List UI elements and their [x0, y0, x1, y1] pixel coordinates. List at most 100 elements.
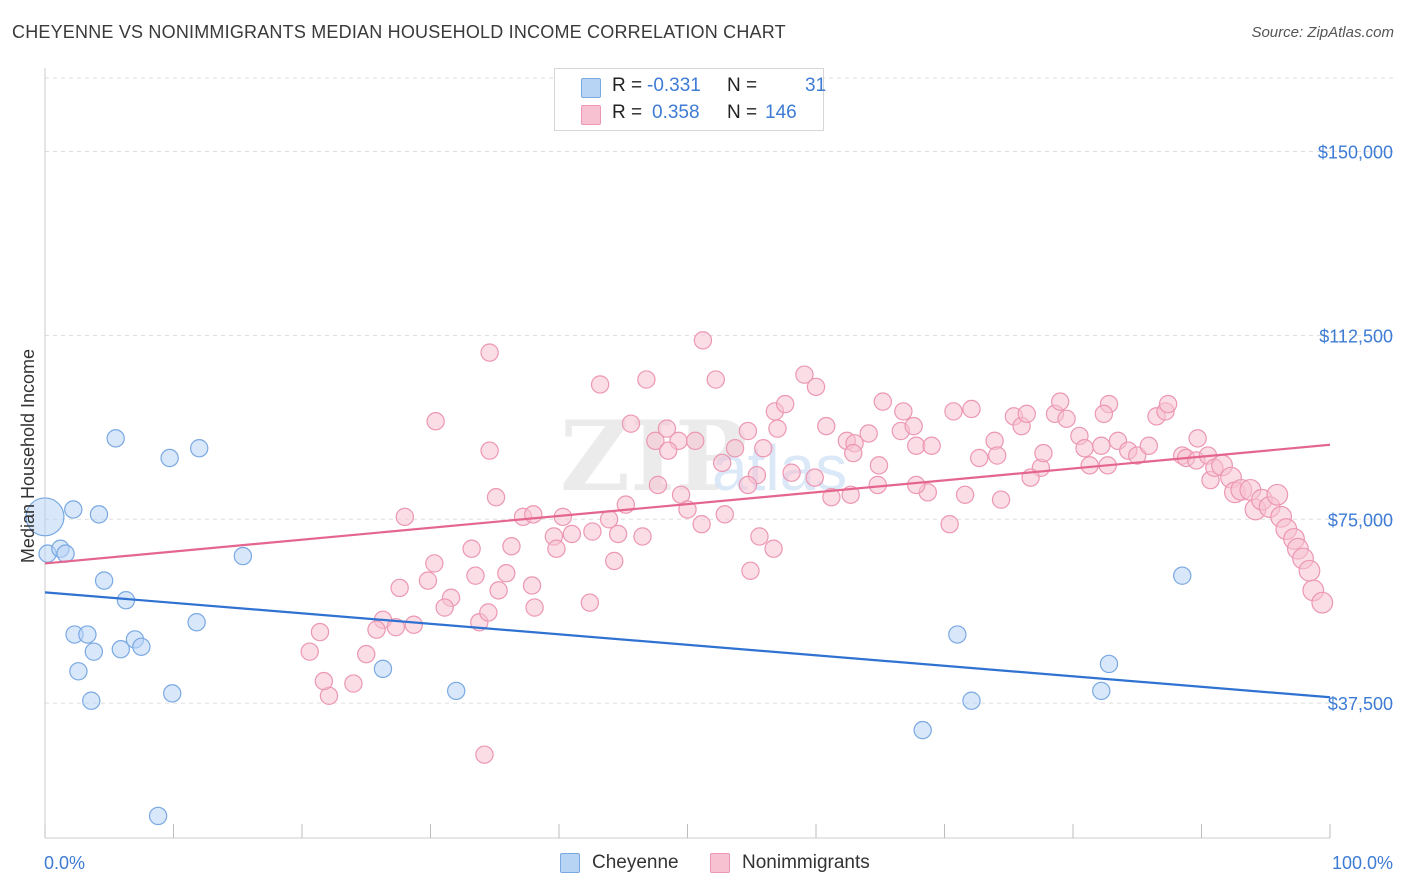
nonimmigrants-point	[907, 436, 926, 455]
nonimmigrants-point	[987, 446, 1007, 465]
nonimmigrants-point	[922, 436, 941, 455]
nonimmigrants-point	[1188, 429, 1207, 448]
nonimmigrants-point	[692, 514, 711, 534]
legend-label-cheyenne: Cheyenne	[592, 852, 679, 873]
y-tick-label: $75,000	[1328, 510, 1393, 530]
cheyenne-trend-line	[44, 591, 1331, 699]
n-label-nonimmigrants: N =	[727, 102, 758, 123]
x-tick-label: 100.0%	[1332, 853, 1393, 873]
axes	[44, 68, 1331, 839]
cheyenne-point	[111, 640, 131, 659]
nonimmigrants-point	[822, 488, 841, 507]
nonimmigrants-point	[782, 463, 801, 482]
cheyenne-point	[64, 500, 83, 519]
nonimmigrants-trend-line	[44, 443, 1331, 565]
cheyenne-point	[56, 544, 75, 563]
cheyenne-point	[233, 546, 253, 566]
nonimmigrants-point	[489, 581, 508, 600]
nonimmigrants-point	[608, 524, 628, 544]
nonimmigrants-point	[738, 475, 758, 495]
nonimmigrants-point	[314, 671, 334, 691]
nonimmigrants-point	[657, 419, 677, 438]
nonimmigrants-point	[894, 402, 913, 421]
nonimmigrants-point	[706, 370, 725, 389]
nonimmigrants-point	[991, 490, 1011, 509]
cheyenne-point	[189, 438, 209, 458]
legend-item-cheyenne: Cheyenne	[560, 852, 679, 874]
nonimmigrants-point	[633, 527, 652, 546]
nonimmigrants-point	[357, 644, 376, 664]
cheyenne-point	[1099, 654, 1119, 674]
nonimmigrants-point	[859, 424, 878, 443]
cheyenne-point	[84, 642, 104, 661]
cheyenne-swatch	[581, 78, 601, 98]
r-value-cheyenne: -0.331	[647, 75, 701, 96]
nonimmigrants-point	[659, 441, 678, 460]
cheyenne-point	[1173, 566, 1192, 585]
nonimmigrants-point	[462, 539, 481, 558]
cheyenne-point	[447, 681, 466, 701]
nonimmigrants-point	[715, 505, 734, 524]
nonimmigrants-point	[344, 674, 363, 693]
y-tick-label: $112,500	[1319, 326, 1393, 346]
cheyenne-point	[89, 505, 109, 524]
chart-title: CHEYENNE VS NONIMMIGRANTS MEDIAN HOUSEHO…	[12, 22, 786, 42]
nonimmigrants-point	[580, 593, 600, 612]
nonimmigrants-point	[646, 431, 665, 451]
stats-legend: R = -0.331 N = 31 R = 0.358 N = 146	[554, 68, 827, 131]
nonimmigrants-point	[637, 370, 656, 389]
nonimmigrants-point	[1266, 483, 1289, 506]
nonimmigrants-point	[621, 414, 641, 433]
nonimmigrants-point	[1158, 394, 1178, 414]
nonimmigrants-point	[426, 412, 445, 431]
nonimmigrants-point	[475, 745, 494, 764]
cheyenne-point	[948, 625, 967, 644]
nonimmigrants-point	[435, 598, 454, 617]
nonimmigrants-point	[1092, 436, 1111, 455]
nonimmigrants-point	[486, 488, 506, 507]
nonimmigrants-point	[390, 578, 409, 598]
cheyenne-points	[25, 429, 1192, 826]
nonimmigrants-point	[904, 416, 923, 436]
nonimmigrants-point	[750, 527, 769, 546]
nonimmigrants-point	[599, 510, 619, 529]
nonimmigrants-point	[1139, 436, 1159, 455]
nonimmigrants-point	[1075, 438, 1094, 458]
nonimmigrants-swatch	[581, 105, 601, 125]
nonimmigrants-point	[395, 507, 414, 527]
nonimmigrants-point	[418, 571, 438, 590]
nonimmigrants-point	[522, 576, 542, 595]
nonimmigrants-point	[425, 554, 444, 573]
cheyenne-point	[69, 662, 88, 681]
legend-swatch-cheyenne	[560, 853, 580, 873]
r-label-nonimmigrants: R =	[612, 102, 643, 123]
cheyenne-point	[148, 806, 168, 826]
nonimmigrants-point	[466, 566, 485, 585]
nonimmigrants-point	[869, 456, 889, 475]
n-value-cheyenne: 31	[805, 75, 827, 96]
nonimmigrants-point	[754, 438, 773, 458]
y-axis-label: Median Household Income	[18, 349, 38, 563]
nonimmigrants-point	[741, 561, 760, 580]
r-value-nonimmigrants: 0.358	[652, 102, 700, 123]
cheyenne-point	[94, 571, 114, 590]
nonimmigrants-point	[955, 485, 975, 504]
nonimmigrants-point	[525, 598, 544, 617]
nonimmigrants-point	[944, 402, 963, 421]
nonimmigrants-point	[605, 551, 624, 571]
cheyenne-point	[962, 691, 981, 710]
nonimmigrants-point	[738, 421, 758, 441]
nonimmigrants-point	[775, 394, 795, 414]
nonimmigrants-point	[686, 431, 705, 451]
nonimmigrants-point	[300, 642, 319, 661]
cheyenne-point	[78, 625, 97, 644]
nonimmigrants-point	[1298, 559, 1321, 582]
cheyenne-point	[1092, 681, 1111, 701]
watermark: ZIP atlas	[560, 400, 847, 513]
cheyenne-point	[373, 659, 393, 679]
nonimmigrants-point	[386, 617, 406, 637]
r-label-cheyenne: R =	[612, 75, 643, 96]
source-label: Source: ZipAtlas.com	[1251, 24, 1394, 41]
cheyenne-point	[82, 691, 101, 710]
